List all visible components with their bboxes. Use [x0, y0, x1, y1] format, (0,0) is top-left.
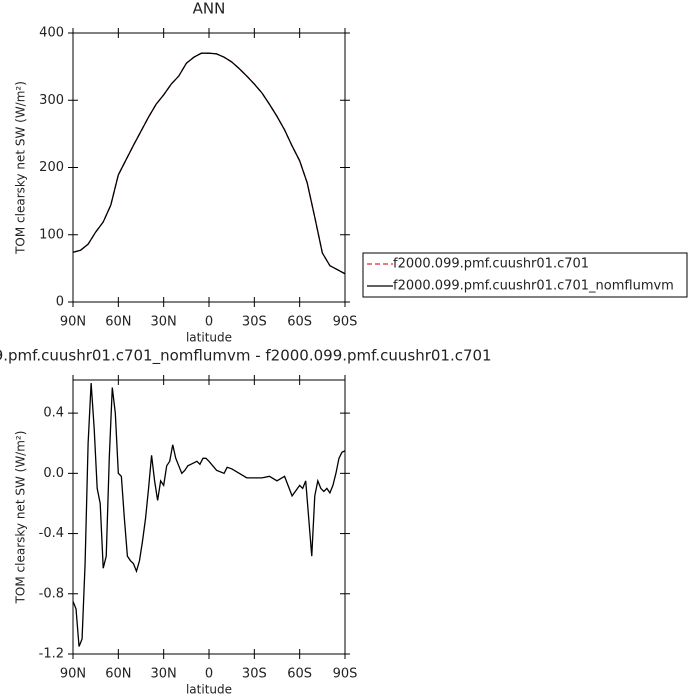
x-tick-label: 90N — [60, 667, 86, 682]
y-tick-label: -1.2 — [39, 647, 64, 662]
y-tick-label: 0.4 — [43, 406, 64, 421]
y-tick-label: -0.4 — [39, 526, 64, 541]
y-tick-label: 0 — [56, 295, 64, 310]
x-tick-label: 0 — [205, 667, 213, 682]
x-tick-label: 30N — [151, 315, 177, 330]
y-tick-label: 100 — [39, 227, 64, 242]
x-tick-label: 60N — [105, 315, 131, 330]
x-axis-label: latitude — [186, 331, 232, 345]
x-tick-label: 0 — [205, 315, 213, 330]
y-tick-label: -0.8 — [39, 586, 64, 601]
data-line — [73, 52, 345, 275]
legend-label: f2000.099.pmf.cuushr01.c701_nomflumvm — [393, 279, 674, 294]
x-tick-label: 90S — [333, 667, 358, 682]
legend-box — [362, 252, 688, 298]
x-tick-label: 60N — [105, 667, 131, 682]
x-tick-label: 90N — [60, 315, 86, 330]
x-tick-label: 60S — [287, 315, 312, 330]
data-line — [73, 382, 345, 647]
plot-frame — [72, 379, 346, 655]
chart-title: f2000.099.pmf.cuushr01.c701_nomflumvm - … — [0, 347, 492, 366]
chart-title: ANN — [193, 0, 226, 18]
y-tick-label: 300 — [39, 93, 64, 108]
x-tick-label: 90S — [333, 315, 358, 330]
plot-frame — [72, 32, 346, 303]
y-tick-label: 200 — [39, 160, 64, 175]
y-tick-label: 400 — [39, 26, 64, 41]
legend-label: f2000.099.pmf.cuushr01.c701 — [393, 257, 589, 272]
x-tick-label: 30N — [151, 667, 177, 682]
y-axis-label: TOM clearsky net SW (W/m²) — [14, 431, 28, 605]
x-axis-label: latitude — [186, 683, 232, 697]
x-tick-label: 60S — [287, 667, 312, 682]
x-tick-label: 30S — [242, 667, 267, 682]
y-axis-label: TOM clearsky net SW (W/m²) — [14, 81, 28, 255]
data-line — [73, 52, 345, 275]
x-tick-label: 30S — [242, 315, 267, 330]
y-tick-label: 0.0 — [43, 466, 64, 481]
